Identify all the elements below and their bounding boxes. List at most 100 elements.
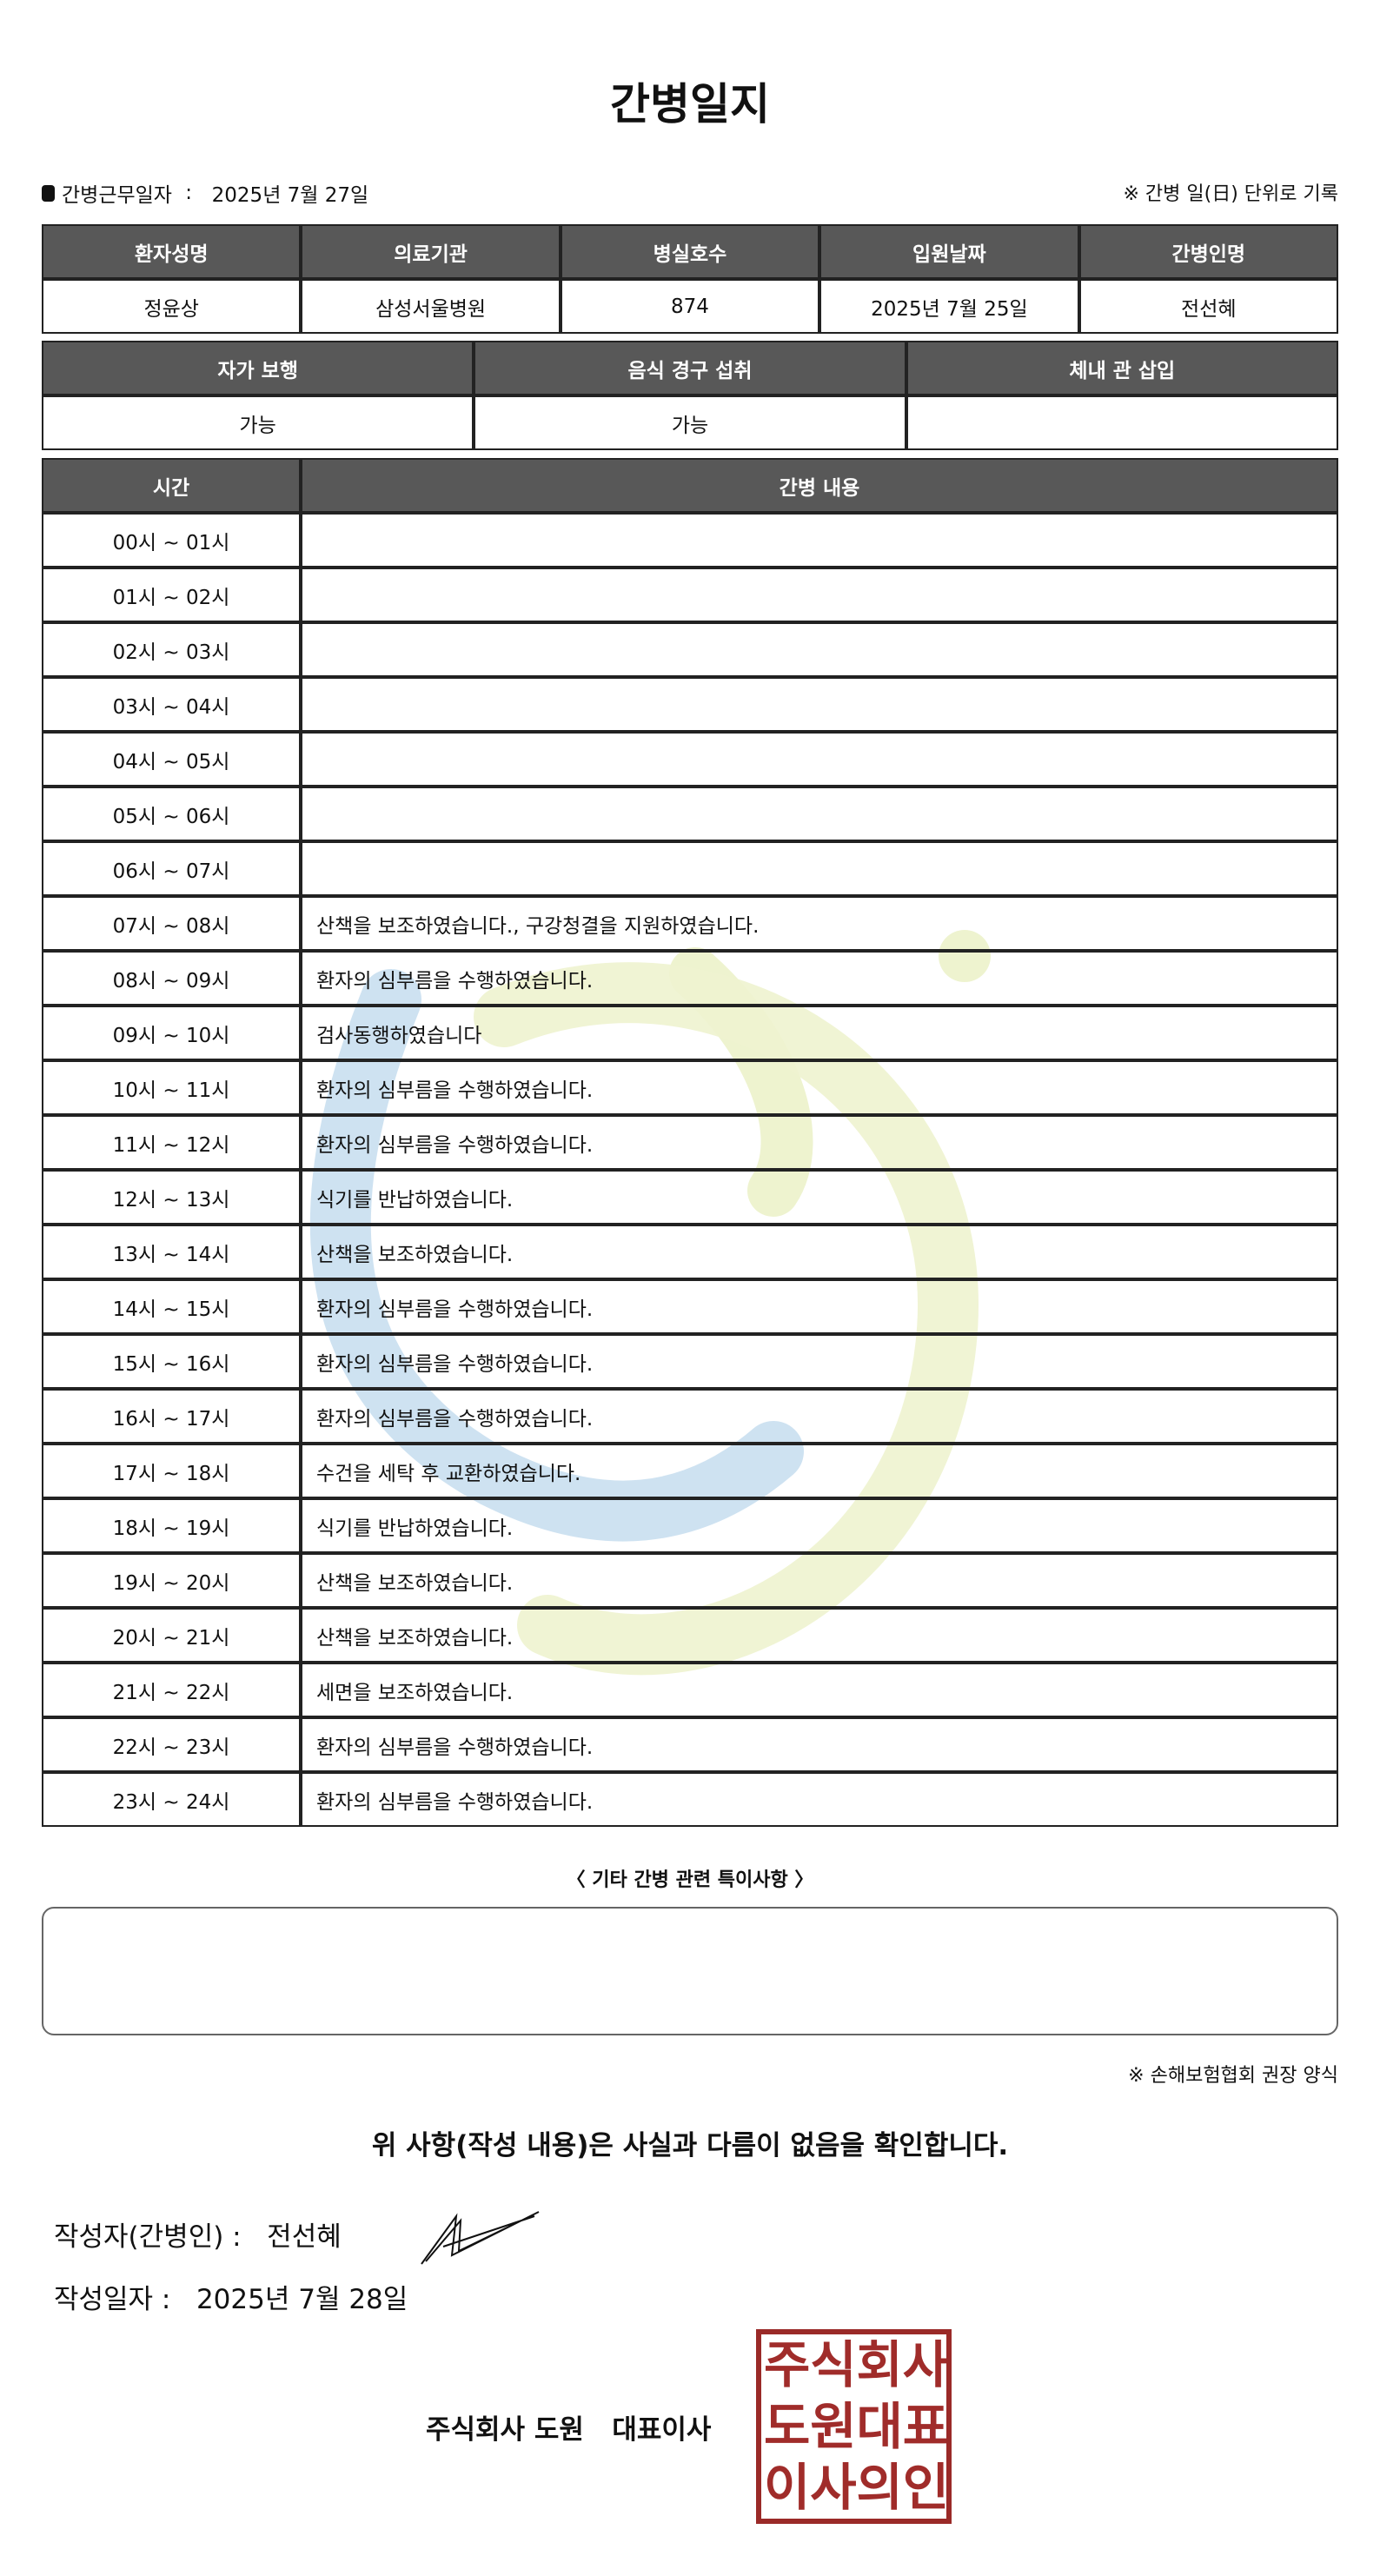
table-row: 08시 ~ 09시 환자의 심부름을 수행하였습니다. [42, 951, 1338, 1006]
company-line: 주식회사 도원 대표이사 [426, 2407, 711, 2447]
time-cell: 10시 ~ 11시 [42, 1060, 301, 1115]
table-row: 09시 ~ 10시 검사동행하였습니다 [42, 1006, 1338, 1060]
time-cell: 21시 ~ 22시 [42, 1663, 301, 1717]
seal-character: 사 [902, 2335, 946, 2394]
time-cell: 02시 ~ 03시 [42, 622, 301, 677]
writer-name: 전선혜 [267, 2221, 342, 2253]
content-cell: 환자의 심부름을 수행하였습니다. [301, 1279, 1338, 1334]
table-row: 15시 ~ 16시 환자의 심부름을 수행하였습니다. [42, 1334, 1338, 1389]
content-cell [301, 787, 1338, 841]
seal-character: 인 [902, 2458, 946, 2518]
content-cell: 환자의 심부름을 수행하였습니다. [301, 1115, 1338, 1170]
content-cell [301, 677, 1338, 732]
seal-character: 회 [856, 2335, 902, 2394]
work-date: 2025년 7월 27일 [211, 184, 369, 207]
content-cell: 검사동행하였습니다 [301, 1006, 1338, 1060]
header-cell: 음식 경구 섭취 [474, 341, 906, 395]
time-cell: 08시 ~ 09시 [42, 951, 301, 1006]
seal-character: 식 [810, 2335, 856, 2394]
table-row: 21시 ~ 22시 세면을 보조하였습니다. [42, 1663, 1338, 1717]
table-row: 16시 ~ 17시 환자의 심부름을 수행하였습니다. [42, 1389, 1338, 1444]
company-name: 주식회사 도원 [426, 2414, 584, 2446]
time-cell: 04시 ~ 05시 [42, 732, 301, 787]
table-row: 18시 ~ 19시 식기를 반납하였습니다. [42, 1498, 1338, 1553]
content-cell [301, 732, 1338, 787]
header-cell: 병실호수 [560, 224, 820, 279]
seal-character: 대 [856, 2396, 902, 2456]
association-note: ※ 손해보험협회 권장 양식 [1128, 2065, 1338, 2087]
content-cell: 식기를 반납하였습니다. [301, 1498, 1338, 1553]
seal-character: 도 [763, 2396, 810, 2456]
time-cell: 16시 ~ 17시 [42, 1389, 301, 1444]
room-number: 874 [560, 279, 820, 334]
time-cell: 09시 ~ 10시 [42, 1006, 301, 1060]
table-row: 13시 ~ 14시 산책을 보조하였습니다. [42, 1225, 1338, 1279]
special-notes-heading: 〈 기타 간병 관련 특이사항 〉 [566, 1869, 814, 1891]
time-cell: 20시 ~ 21시 [42, 1608, 301, 1663]
table-row: 02시 ~ 03시 [42, 622, 1338, 677]
table-row: 14시 ~ 15시 환자의 심부름을 수행하였습니다. [42, 1279, 1338, 1334]
time-cell: 18시 ~ 19시 [42, 1498, 301, 1553]
table-row: 07시 ~ 08시 산책을 보조하였습니다., 구강청결을 지원하였습니다. [42, 896, 1338, 951]
confirmation-text: 위 사항(작성 내용)은 사실과 다름이 없음을 확인합니다. [371, 2130, 1009, 2161]
header-cell: 의료기관 [301, 224, 561, 279]
content-cell: 환자의 심부름을 수행하였습니다. [301, 1389, 1338, 1444]
header-cell: 자가 보행 [42, 341, 474, 395]
oral-intake: 가능 [474, 395, 906, 450]
content-cell: 환자의 심부름을 수행하였습니다. [301, 1717, 1338, 1772]
time-cell: 00시 ~ 01시 [42, 513, 301, 568]
time-cell: 22시 ~ 23시 [42, 1717, 301, 1772]
special-notes-box[interactable] [42, 1907, 1338, 2035]
content-cell: 산책을 보조하였습니다. [301, 1225, 1338, 1279]
time-cell: 23시 ~ 24시 [42, 1772, 301, 1827]
time-cell: 03시 ~ 04시 [42, 677, 301, 732]
tube-insertion [906, 395, 1338, 450]
table-row: 11시 ~ 12시 환자의 심부름을 수행하였습니다. [42, 1115, 1338, 1170]
time-cell: 12시 ~ 13시 [42, 1170, 301, 1225]
time-cell: 13시 ~ 14시 [42, 1225, 301, 1279]
header-time: 시간 [42, 458, 301, 513]
header-cell: 환자성명 [42, 224, 302, 279]
written-date-label: 작성일자 : [54, 2284, 171, 2315]
seal-character: 표 [902, 2396, 946, 2456]
table-row: 19시 ~ 20시 산책을 보조하였습니다. [42, 1553, 1338, 1608]
content-cell: 식기를 반납하였습니다. [301, 1170, 1338, 1225]
work-date-label: 간병근무일자 [62, 184, 172, 207]
time-cell: 19시 ~ 20시 [42, 1553, 301, 1608]
patient-name: 정윤상 [42, 279, 302, 334]
writer-label: 작성자(간병인) : [54, 2221, 242, 2253]
table-row: 03시 ~ 04시 [42, 677, 1338, 732]
time-cell: 06시 ~ 07시 [42, 841, 301, 896]
table-row: 20시 ~ 21시 산책을 보조하였습니다. [42, 1608, 1338, 1663]
care-log-table: 시간 간병 내용 00시 ~ 01시 01시 ~ 02시 02시 ~ 03시 03시 ~… [42, 458, 1338, 1827]
colon: : [178, 182, 205, 204]
page-title: 간병일지 [610, 79, 770, 129]
caregiver-name: 전선혜 [1078, 279, 1338, 334]
content-cell: 수건을 세탁 후 교환하였습니다. [301, 1444, 1338, 1498]
header-cell: 입원날짜 [819, 224, 1079, 279]
table-row: 00시 ~ 01시 [42, 513, 1338, 568]
header-content: 간병 내용 [301, 458, 1338, 513]
time-cell: 05시 ~ 06시 [42, 787, 301, 841]
content-cell [301, 568, 1338, 622]
time-cell: 17시 ~ 18시 [42, 1444, 301, 1498]
content-cell: 세면을 보조하였습니다. [301, 1663, 1338, 1717]
content-cell [301, 841, 1338, 896]
seal-character: 원 [810, 2396, 856, 2456]
written-date: 2025년 7월 28일 [196, 2284, 408, 2315]
table-row: 10시 ~ 11시 환자의 심부름을 수행하였습니다. [42, 1060, 1338, 1115]
table-row: 22시 ~ 23시 환자의 심부름을 수행하였습니다. [42, 1717, 1338, 1772]
time-cell: 07시 ~ 08시 [42, 896, 301, 951]
content-cell [301, 513, 1338, 568]
work-date-line: 간병근무일자 : 2025년 7월 27일 [42, 178, 368, 208]
patient-status-table: 자가 보행 음식 경구 섭취 체내 관 삽입 가능 가능 [42, 341, 1338, 450]
seal-character: 이 [763, 2458, 810, 2518]
header-cell: 체내 관 삽입 [906, 341, 1338, 395]
content-cell: 환자의 심부름을 수행하였습니다. [301, 1060, 1338, 1115]
table-row: 12시 ~ 13시 식기를 반납하였습니다. [42, 1170, 1338, 1225]
signature [421, 2211, 540, 2265]
content-cell: 산책을 보조하였습니다. [301, 1608, 1338, 1663]
content-cell: 환자의 심부름을 수행하였습니다. [301, 1772, 1338, 1827]
time-cell: 14시 ~ 15시 [42, 1279, 301, 1334]
self-walking: 가능 [42, 395, 474, 450]
